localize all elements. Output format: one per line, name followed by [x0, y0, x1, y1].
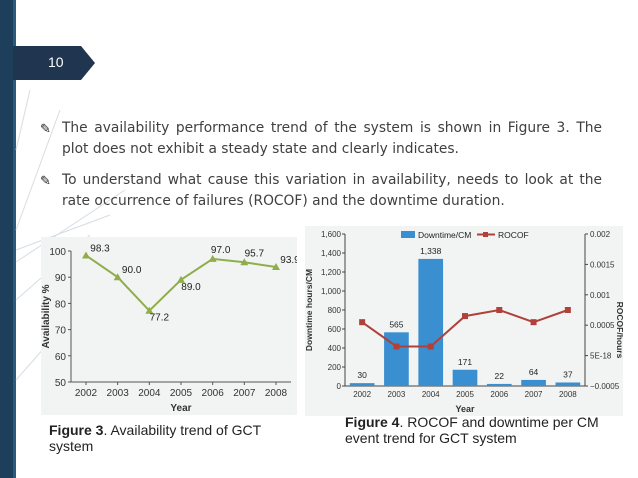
data-label: 98.3	[90, 243, 110, 254]
rocof-downtime-chart: 0 200 400 600 800 1,000 1,200 1,400 1,600 −0.0005…	[305, 226, 623, 416]
data-point	[208, 254, 217, 262]
x-tick-label: 2003	[388, 390, 406, 399]
x-tick-label: 2005	[170, 388, 193, 399]
y-tick-label: 90	[55, 273, 67, 284]
figure4-caption: Figure 4. ROCOF and downtime per CM even…	[345, 414, 625, 446]
rocof-point	[564, 307, 571, 313]
pencil-icon: ✎	[40, 121, 51, 136]
legend-label-downtime: Downtime/CM	[418, 230, 471, 240]
y-tick-label: 400	[328, 344, 342, 353]
left-accent-strip	[0, 0, 13, 478]
y2-tick-label: 0.0005	[590, 321, 615, 330]
data-label: 90.0	[122, 265, 142, 276]
x-tick-label: 2002	[75, 388, 98, 399]
data-label: 95.7	[245, 248, 265, 259]
y-tick-label: 80	[55, 299, 67, 310]
figure4-caption-label: Figure 4	[345, 414, 400, 430]
figure4-caption-text: . ROCOF and downtime per CM event trend …	[345, 414, 599, 446]
y-tick-label: 100	[49, 247, 66, 258]
data-point	[240, 258, 249, 266]
y-tick-label: 60	[55, 352, 67, 363]
x-tick-label: 2006	[490, 390, 508, 399]
legend-label-rocof: ROCOF	[498, 230, 529, 240]
x-tick-label: 2005	[456, 390, 474, 399]
x-axis-label: Year	[170, 403, 191, 414]
y-tick-label: 1,000	[321, 287, 342, 296]
bullet-text: To understand what cause this variation …	[62, 172, 602, 209]
x-tick-label: 2007	[233, 388, 256, 399]
rocof-point	[393, 343, 400, 350]
bar	[486, 383, 512, 386]
data-point	[113, 273, 122, 281]
bar-data-label: 37	[563, 369, 573, 379]
slide-number: 10	[48, 54, 64, 70]
data-label: 89.0	[181, 282, 201, 293]
data-point	[177, 275, 185, 283]
y2-tick-label: 0.002	[590, 230, 611, 239]
x-tick-label: 2003	[107, 388, 130, 399]
x-tick-label: 2004	[422, 390, 440, 399]
y-tick-label: 800	[328, 306, 342, 315]
y-tick-label: 70	[55, 326, 67, 337]
bullet-text: The availability performance trend of th…	[62, 120, 602, 157]
data-point	[82, 251, 90, 259]
y2-tick-label: 0.0015	[590, 260, 615, 269]
y-axis-label: Availability %	[41, 284, 52, 348]
y-tick-label: 1,200	[321, 268, 342, 277]
y2-tick-label: 0.001	[590, 291, 611, 300]
pencil-icon: ✎	[40, 173, 51, 188]
bar-data-label: 30	[357, 370, 367, 380]
figure3-caption-text: . Availability trend of GCT system	[49, 422, 261, 454]
slide-number-badge	[13, 46, 95, 80]
y-tick-label: 1,400	[321, 249, 342, 258]
rocof-point	[530, 319, 537, 326]
bullet-list: ✎ The availability performance trend of …	[40, 118, 602, 222]
x-tick-label: 2004	[138, 388, 161, 399]
bullet-item: ✎ To understand what cause this variatio…	[40, 170, 602, 212]
data-label: 97.0	[211, 245, 231, 256]
chart-background	[41, 237, 297, 415]
figure3-caption: Figure 3. Availability trend of GCT syst…	[49, 422, 299, 454]
y-axis-label: Downtime hours/CM	[305, 269, 314, 351]
x-tick-label: 2006	[202, 388, 225, 399]
y-tick-label: 600	[328, 325, 342, 334]
bullet-item: ✎ The availability performance trend of …	[40, 118, 602, 160]
bar-data-label: 171	[458, 357, 472, 367]
x-tick-label: 2002	[353, 390, 371, 399]
chart-background	[305, 226, 623, 416]
x-tick-label: 2008	[265, 388, 288, 399]
bar	[418, 258, 444, 386]
left-accent-strip-inner	[13, 0, 16, 478]
y2-tick-label: −0.0005	[590, 382, 620, 391]
bar-data-label: 565	[389, 319, 403, 329]
rocof-point	[359, 319, 366, 326]
y-tick-label: 1,600	[321, 230, 342, 239]
figure3-caption-label: Figure 3	[49, 422, 104, 438]
bar	[555, 382, 581, 386]
availability-chart: 50 60 70 80 90 100 2002 2003 2004 2005 2006 2007 200…	[41, 237, 297, 415]
bar	[452, 369, 478, 386]
y-tick-label: 0	[337, 382, 342, 391]
data-label: 77.2	[150, 313, 170, 324]
y-tick-label: 50	[55, 378, 67, 389]
legend-swatch-downtime	[401, 231, 415, 238]
legend-swatch-rocof-marker	[483, 232, 488, 237]
y2-axis-label: ROCOF/hours	[615, 302, 623, 359]
x-tick-label: 2008	[559, 390, 577, 399]
rocof-point	[496, 307, 503, 313]
rocof-point	[427, 343, 434, 350]
bar-data-label: 22	[495, 371, 505, 381]
data-point	[272, 262, 280, 270]
rocof-point	[462, 313, 468, 320]
x-axis-label: Year	[455, 404, 475, 414]
bar-data-label: 1,338	[420, 246, 442, 256]
bar	[349, 383, 375, 386]
y2-tick-label: 5E-18	[590, 352, 612, 361]
data-label: 93.9	[280, 255, 297, 266]
bar-data-label: 64	[529, 367, 539, 377]
bar	[521, 379, 546, 386]
x-tick-label: 2007	[525, 390, 543, 399]
data-point	[145, 306, 154, 314]
y-tick-label: 200	[328, 363, 342, 372]
